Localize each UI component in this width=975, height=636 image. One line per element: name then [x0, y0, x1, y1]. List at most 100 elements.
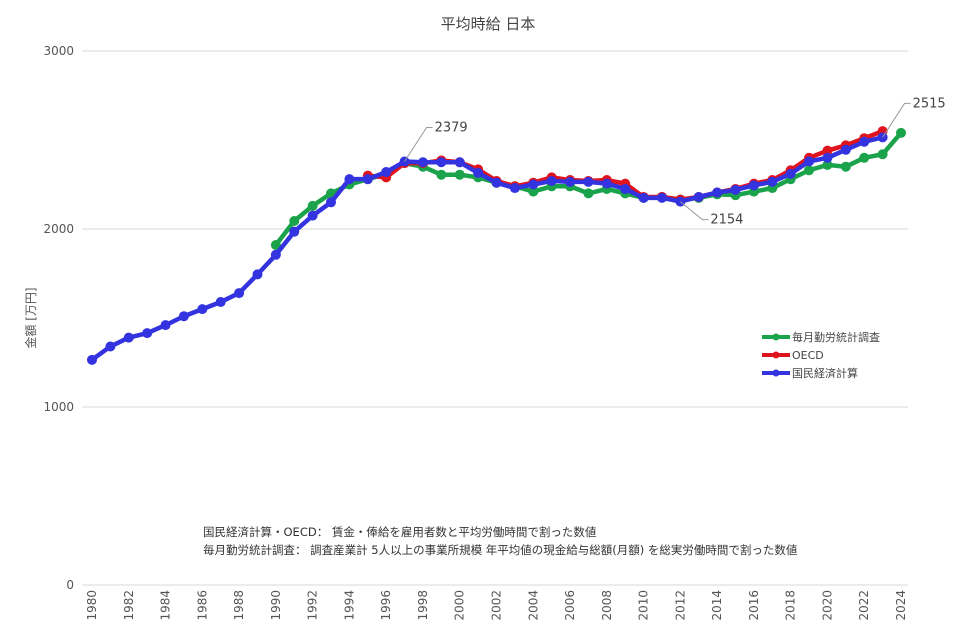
- data-point: [804, 156, 815, 167]
- data-point: [693, 191, 704, 202]
- data-point: [436, 157, 447, 168]
- x-tick-label: 1996: [379, 590, 393, 621]
- x-tick-label: 1986: [195, 590, 209, 621]
- data-point: [178, 311, 189, 322]
- x-tick-label: 2004: [526, 590, 540, 621]
- data-point: [546, 175, 557, 186]
- legend-marker: [772, 369, 780, 377]
- x-tick-label: 2016: [747, 590, 761, 621]
- data-point: [638, 192, 649, 203]
- data-point: [804, 165, 815, 176]
- data-point: [270, 240, 281, 251]
- annotation-label: 2379: [435, 121, 468, 136]
- x-tick-label: 1988: [232, 590, 246, 621]
- data-point: [565, 176, 576, 187]
- series-line: [90, 135, 884, 362]
- data-point: [123, 332, 134, 343]
- y-tick-label: 3000: [43, 44, 74, 58]
- x-tick-label: 2024: [894, 590, 908, 621]
- legend-label: OECD: [792, 349, 824, 362]
- data-point: [87, 354, 97, 365]
- data-point: [822, 152, 833, 163]
- data-point: [362, 174, 373, 185]
- x-tick-label: 2022: [857, 590, 871, 621]
- x-tick-label: 1998: [416, 590, 430, 621]
- annotation-leader: [404, 127, 433, 162]
- annotation-label: 2154: [710, 213, 743, 228]
- y-tick-label: 0: [66, 578, 74, 592]
- data-point: [767, 176, 778, 187]
- x-tick-label: 1982: [122, 590, 136, 621]
- series-0: [270, 127, 906, 251]
- data-point: [289, 215, 300, 226]
- data-point: [215, 296, 226, 307]
- x-axis-ticks: 1980 1982 1984 1986 1988 1990 1992 1994 1996 1998…: [85, 590, 908, 621]
- data-point: [234, 288, 245, 299]
- series-2: [87, 132, 888, 365]
- data-point: [840, 144, 851, 155]
- data-point: [730, 184, 741, 195]
- note-line-1: 国民経済計算・OECD： 賃金・俸給を雇用者数と平均労働時間で割った数値: [203, 525, 597, 539]
- data-point: [491, 177, 502, 188]
- data-point: [142, 328, 153, 339]
- chart-title: 平均時給 日本: [441, 15, 536, 33]
- annotation-leader: [882, 102, 911, 138]
- x-tick-label: 1992: [306, 590, 320, 621]
- x-tick-label: 2018: [784, 590, 798, 621]
- data-point: [601, 178, 612, 189]
- data-point: [509, 183, 520, 194]
- y-tick-label: 2000: [43, 222, 74, 236]
- data-point: [822, 145, 833, 156]
- data-point: [270, 249, 281, 260]
- x-tick-label: 1990: [269, 590, 283, 621]
- legend-label: 毎月勤労統計調査: [792, 330, 880, 344]
- data-point: [381, 167, 392, 178]
- x-tick-label: 2010: [637, 590, 651, 621]
- data-point: [528, 179, 539, 190]
- x-tick-label: 2002: [490, 590, 504, 621]
- data-point: [877, 149, 888, 160]
- data-point: [896, 127, 906, 138]
- data-point: [785, 168, 796, 179]
- data-point: [528, 186, 539, 197]
- x-tick-label: 2000: [453, 590, 467, 621]
- data-point: [160, 320, 171, 331]
- x-tick-label: 2012: [673, 590, 687, 621]
- data-point: [822, 159, 833, 170]
- data-point: [473, 167, 484, 178]
- data-point: [326, 197, 337, 208]
- data-point: [454, 169, 465, 180]
- data-point: [436, 169, 447, 180]
- y-tick-label: 1000: [43, 400, 74, 414]
- data-point: [583, 188, 594, 199]
- x-tick-label: 1994: [342, 590, 356, 621]
- data-point: [197, 304, 208, 315]
- y-axis-ticks: 0 1000 2000 3000: [43, 44, 74, 592]
- x-tick-label: 2008: [600, 590, 614, 621]
- data-point: [252, 269, 263, 280]
- x-tick-label: 1980: [85, 590, 99, 621]
- annotations: 2379 2154 2515: [404, 96, 946, 228]
- x-tick-label: 2020: [820, 590, 834, 621]
- annotation-label: 2515: [913, 96, 946, 111]
- data-point: [620, 183, 631, 194]
- y-axis-label: 金額 [万円]: [23, 287, 38, 348]
- data-point: [454, 157, 465, 168]
- data-point: [344, 174, 355, 185]
- annotation-leader: [680, 201, 709, 221]
- data-point: [859, 136, 870, 147]
- legend: 毎月勤労統計調査 OECD 国民経済計算: [762, 330, 880, 380]
- legend-marker: [772, 351, 780, 359]
- x-tick-label: 2014: [710, 590, 724, 621]
- data-point: [712, 187, 723, 198]
- data-point: [748, 180, 759, 191]
- note-line-2: 毎月勤労統計調査： 調査産業計 5人以上の事業所規模 年平均値の現金給与総額(月…: [203, 543, 798, 557]
- data-point: [840, 161, 851, 172]
- data-point: [859, 152, 870, 163]
- gridlines: [82, 50, 908, 586]
- data-point: [307, 200, 318, 211]
- data-point: [289, 226, 300, 237]
- data-point: [656, 192, 667, 203]
- data-point: [583, 176, 594, 187]
